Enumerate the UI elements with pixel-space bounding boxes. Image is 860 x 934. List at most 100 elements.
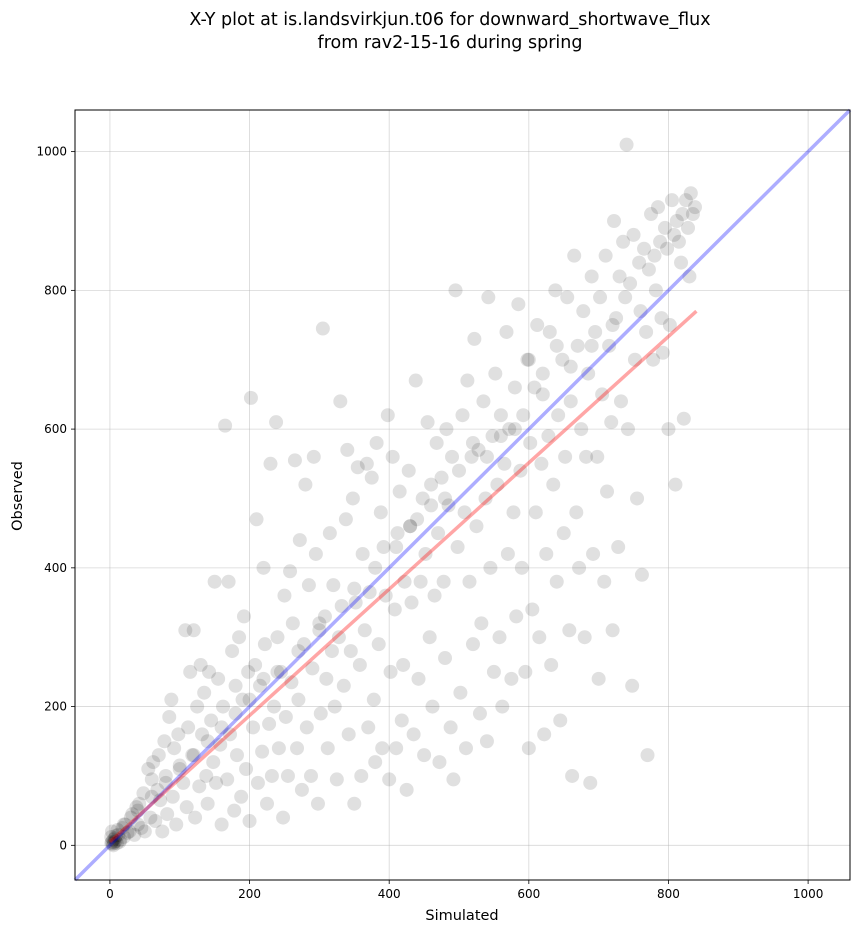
scatter-point <box>605 318 620 333</box>
scatter-point <box>264 768 279 783</box>
scatter-point <box>572 560 587 575</box>
scatter-point <box>597 574 612 589</box>
scatter-point <box>392 484 407 499</box>
scatter-point <box>105 834 120 849</box>
scatter-point <box>611 540 626 555</box>
scatter-point <box>136 786 151 801</box>
scatter-point <box>213 737 228 752</box>
scatter-point <box>262 716 277 731</box>
scatter-point <box>581 366 596 381</box>
scatter-point <box>429 435 444 450</box>
scatter-point <box>399 782 414 797</box>
scatter-point <box>401 463 416 478</box>
scatter-point <box>474 616 489 631</box>
scatter-point <box>179 800 194 815</box>
scatter-point <box>637 241 652 256</box>
scatter-point <box>563 394 578 409</box>
scatter-point <box>298 477 313 492</box>
scatter-point <box>228 678 243 693</box>
scatter-point <box>176 775 191 790</box>
scatter-point <box>243 390 258 405</box>
scatter-point <box>527 380 542 395</box>
scatter-point <box>112 834 127 849</box>
scatter-point <box>583 775 598 790</box>
scatter-point <box>312 616 327 631</box>
scatter-point <box>584 338 599 353</box>
scatter-point <box>685 207 700 222</box>
scatter-point <box>674 255 689 270</box>
scatter-point <box>562 623 577 638</box>
scatter-point <box>634 567 649 582</box>
scatter-point <box>143 810 158 825</box>
scatter-point <box>320 741 335 756</box>
scatter-point <box>549 574 564 589</box>
scatter-point <box>276 810 291 825</box>
scatter-point <box>382 772 397 787</box>
scatter-point <box>104 836 119 851</box>
scatter-point <box>105 836 120 851</box>
scatter-point <box>333 394 348 409</box>
scatter-point <box>294 782 309 797</box>
scatter-point <box>104 829 119 844</box>
scatter-point <box>532 630 547 645</box>
scatter-point <box>109 836 124 851</box>
scatter-point <box>284 675 299 690</box>
scatter-point <box>172 762 187 777</box>
scatter-point <box>549 338 564 353</box>
scatter-point <box>516 408 531 423</box>
y-tick-label: 800 <box>44 283 67 297</box>
scatter-point <box>266 699 281 714</box>
scatter-point <box>107 835 122 850</box>
scatter-point <box>248 657 263 672</box>
scatter-point <box>218 418 233 433</box>
axis-ticks: 0 200 400 600 800 1000 0 200 400 600 800 1000 <box>36 145 823 901</box>
scatter-point <box>260 796 275 811</box>
scatter-point <box>425 699 440 714</box>
scatter-point <box>504 671 519 686</box>
scatter-point <box>270 630 285 645</box>
scatter-point <box>667 227 682 242</box>
scatter-point <box>579 449 594 464</box>
scatter-point <box>206 755 221 770</box>
scatter-point <box>144 789 159 804</box>
scatter-point <box>354 768 369 783</box>
scatter-point <box>193 657 208 672</box>
scatter-point <box>591 671 606 686</box>
scatter-point <box>220 772 235 787</box>
scatter-point <box>478 491 493 506</box>
scatter-point <box>521 352 536 367</box>
y-tick-label: 0 <box>59 838 67 852</box>
y-axis-label: Observed <box>10 461 26 531</box>
scatter-point <box>341 727 356 742</box>
scatter-point <box>256 671 271 686</box>
scatter-point <box>223 727 237 742</box>
scatter-point <box>448 283 463 298</box>
scatter-point <box>158 768 173 783</box>
scatter-point <box>619 137 634 152</box>
scatter-point <box>418 546 433 561</box>
scatter-point <box>250 775 265 790</box>
scatter-point <box>653 234 668 249</box>
scatter-point <box>443 720 458 735</box>
scatter-point <box>366 692 381 707</box>
scatter-point <box>654 311 669 326</box>
scatter-point <box>385 449 400 464</box>
scatter-point <box>618 290 633 305</box>
scatter-point <box>410 512 425 527</box>
scatter-point <box>305 661 320 676</box>
scatter-point <box>331 630 346 645</box>
scatter-point <box>499 324 514 339</box>
scatter-point <box>464 449 479 464</box>
scatter-point <box>239 762 254 777</box>
scatter-point <box>378 588 393 603</box>
scatter-point <box>439 422 454 437</box>
scatter-point <box>107 831 122 846</box>
scatter-point <box>324 644 339 659</box>
scatter-point <box>202 664 217 679</box>
scatter-point <box>555 352 570 367</box>
scatter-point <box>263 456 278 471</box>
scatter-point <box>483 560 498 575</box>
scatter-point <box>169 817 184 832</box>
scatter-point <box>507 380 522 395</box>
